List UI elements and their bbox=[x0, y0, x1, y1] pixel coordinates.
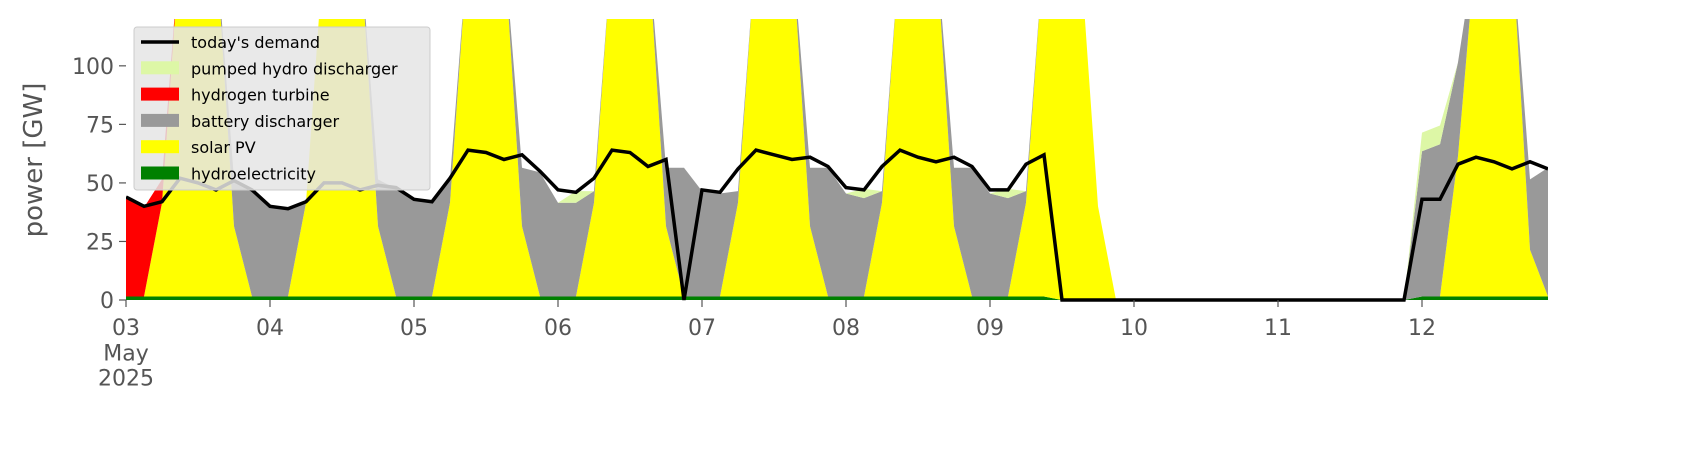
legend-label: today's demand bbox=[191, 33, 320, 52]
y-tick-label: 75 bbox=[86, 113, 114, 138]
legend: today's demand pumped hydro discharger hyd… bbox=[133, 26, 431, 191]
x-tick-label: 05 bbox=[400, 316, 428, 341]
y-tick-label: 50 bbox=[86, 172, 114, 197]
legend-patch bbox=[141, 87, 179, 101]
legend-label: battery discharger bbox=[191, 112, 339, 131]
legend-patch bbox=[141, 113, 179, 127]
legend-patch bbox=[141, 140, 179, 154]
y-tick-label: 100 bbox=[72, 55, 114, 80]
x-tick-label: 10 bbox=[1120, 316, 1148, 341]
legend-label: solar PV bbox=[191, 138, 256, 157]
x-tick-label: 03 May 2025 bbox=[98, 316, 154, 392]
legend-patch bbox=[141, 61, 179, 75]
x-tick-label: 12 bbox=[1408, 316, 1436, 341]
legend-label: hydroelectricity bbox=[191, 165, 316, 184]
legend-patch bbox=[141, 166, 179, 180]
y-tick-label: 25 bbox=[86, 230, 114, 255]
area bbox=[126, 19, 1548, 300]
area bbox=[126, 19, 1548, 300]
y-axis-label: power [GW] bbox=[19, 83, 49, 238]
x-tick-label: 08 bbox=[832, 316, 860, 341]
area bbox=[126, 296, 1548, 300]
x-tick-label: 11 bbox=[1264, 316, 1292, 341]
x-tick-label: 07 bbox=[688, 316, 716, 341]
legend-label: pumped hydro discharger bbox=[191, 59, 398, 78]
y-tick-label: 0 bbox=[100, 289, 114, 314]
x-tick-label: 04 bbox=[256, 316, 284, 341]
x-tick-label: 06 bbox=[544, 316, 572, 341]
legend-box bbox=[133, 26, 431, 191]
x-tick-label: 09 bbox=[976, 316, 1004, 341]
legend-label: hydrogen turbine bbox=[191, 86, 330, 105]
